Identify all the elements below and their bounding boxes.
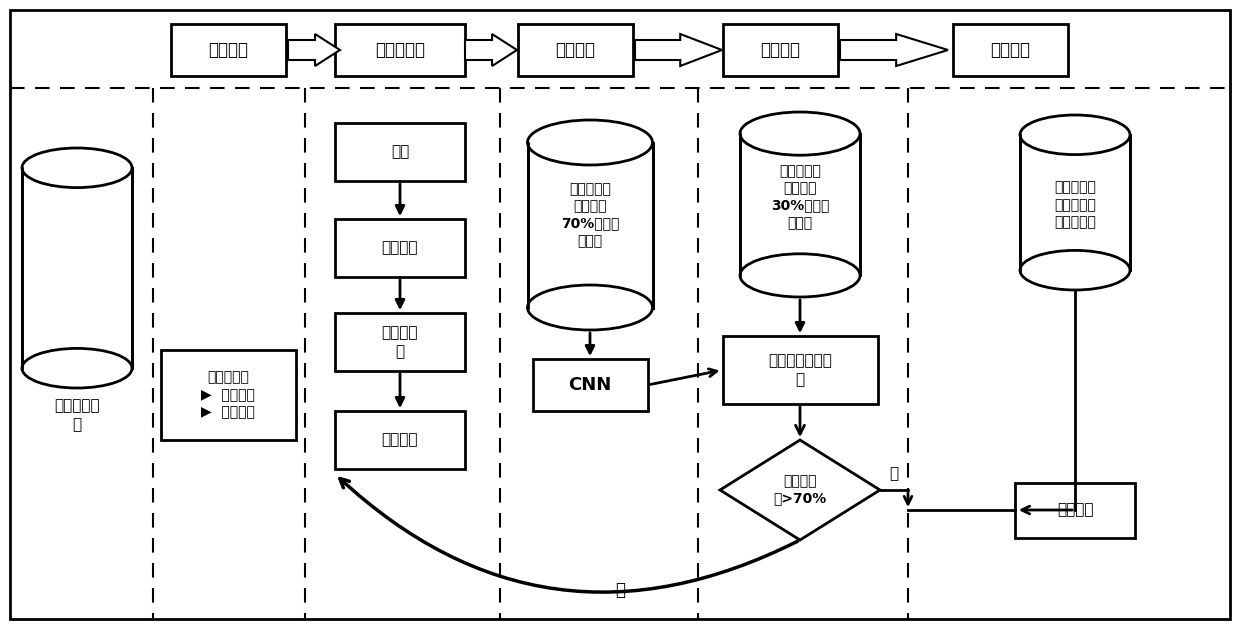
Polygon shape	[288, 34, 340, 66]
Text: 带标签的预
处理后的
70%工单文
本数据: 带标签的预 处理后的 70%工单文 本数据	[560, 182, 619, 248]
Ellipse shape	[22, 348, 131, 388]
Bar	[723, 24, 837, 76]
Text: 带入模型进行分
类: 带入模型进行分 类	[768, 353, 832, 387]
Bar	[160, 350, 295, 440]
Text: 工单文本数
据: 工单文本数 据	[55, 398, 99, 431]
Bar	[335, 411, 465, 469]
Text: 带标签的预
处理后的
30%工单文
本数据: 带标签的预 处理后的 30%工单文 本数据	[771, 164, 830, 230]
Polygon shape	[465, 34, 517, 66]
Bar	[335, 219, 465, 277]
FancyArrowPatch shape	[340, 479, 797, 592]
Ellipse shape	[527, 120, 652, 165]
Bar	[740, 133, 861, 276]
Ellipse shape	[22, 148, 131, 187]
Text: CNN: CNN	[568, 376, 611, 394]
Polygon shape	[720, 440, 880, 540]
Bar	[335, 24, 465, 76]
Polygon shape	[839, 34, 949, 66]
Text: 分类准确
率>70%: 分类准确 率>70%	[774, 474, 827, 506]
Bar	[527, 143, 652, 308]
Text: 去停用词: 去停用词	[382, 240, 418, 255]
Bar	[1016, 482, 1135, 538]
Ellipse shape	[527, 285, 652, 330]
Text: 分词: 分词	[391, 145, 409, 160]
Ellipse shape	[1021, 115, 1130, 155]
Bar	[517, 24, 632, 76]
Ellipse shape	[740, 112, 861, 155]
Text: 是: 是	[889, 467, 899, 482]
Text: 输出类别: 输出类别	[1056, 503, 1094, 518]
Text: 数据清洗: 数据清洗	[208, 41, 248, 59]
Bar	[22, 168, 131, 368]
Text: 无标签的预
处理后的工
单文本数据: 无标签的预 处理后的工 单文本数据	[1054, 181, 1096, 230]
Bar	[335, 313, 465, 371]
Polygon shape	[635, 34, 722, 66]
Bar	[171, 24, 285, 76]
Text: 模型训练: 模型训练	[556, 41, 595, 59]
Text: 模型测试: 模型测试	[760, 41, 800, 59]
Bar	[335, 123, 465, 181]
Text: 提取关键
词: 提取关键 词	[382, 325, 418, 359]
Bar	[952, 24, 1068, 76]
Text: 否: 否	[615, 581, 625, 599]
Bar	[723, 336, 878, 404]
Text: 数据预处理: 数据预处理	[374, 41, 425, 59]
Ellipse shape	[740, 253, 861, 297]
Ellipse shape	[1021, 250, 1130, 290]
Bar	[1021, 135, 1130, 270]
Text: 词向量化: 词向量化	[382, 433, 418, 447]
Text: 删除脏数据
▶  描述不清
▶  记录错误: 删除脏数据 ▶ 描述不清 ▶ 记录错误	[201, 370, 255, 420]
Text: 工单分类: 工单分类	[990, 41, 1030, 59]
Bar	[532, 359, 647, 411]
